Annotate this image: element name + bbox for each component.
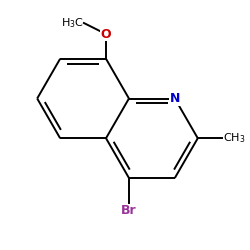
Text: N: N	[170, 92, 180, 105]
Text: CH$_3$: CH$_3$	[223, 131, 246, 145]
Text: O: O	[101, 28, 111, 40]
Text: Br: Br	[121, 204, 137, 218]
Text: H$_3$C: H$_3$C	[61, 16, 84, 30]
